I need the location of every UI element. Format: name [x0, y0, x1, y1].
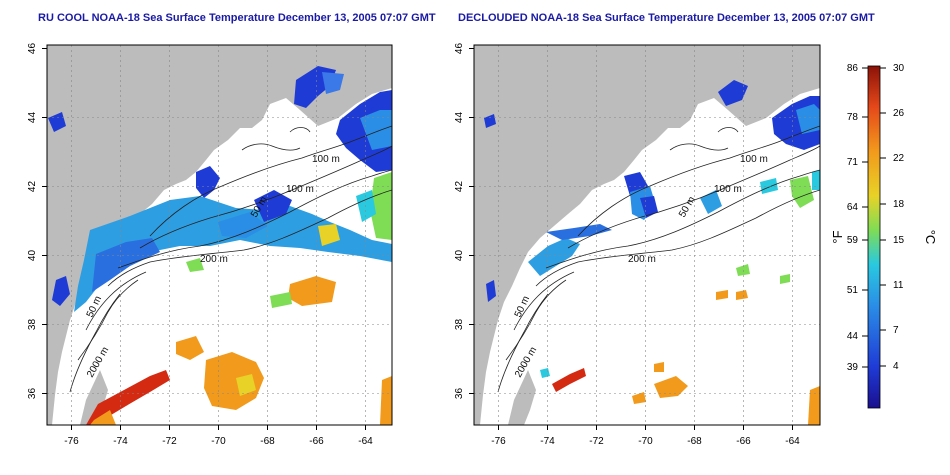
x-tick-label: -74: [540, 436, 555, 447]
y-tick-label: 46: [454, 43, 465, 55]
x-tick-label: -68: [687, 436, 702, 447]
celsius-tick-label: 30: [893, 63, 905, 74]
celsius-tick-label: 15: [893, 235, 905, 246]
y-tick-label: 46: [27, 43, 38, 55]
y-axis-ticks: [469, 48, 474, 394]
y-tick-label: 36: [27, 388, 38, 400]
y-tick-label: 44: [454, 112, 465, 124]
y-tick-label: 40: [454, 250, 465, 262]
fahrenheit-tick-label: 64: [847, 202, 859, 213]
x-tick-label: -68: [260, 436, 275, 447]
fahrenheit-unit-label: °F: [830, 230, 845, 243]
x-tick-label: -74: [113, 436, 128, 447]
x-tick-label: -76: [64, 436, 79, 447]
x-tick-label: -72: [589, 436, 604, 447]
land-mass: [47, 45, 392, 425]
celsius-tick-label: 4: [893, 361, 899, 372]
fahrenheit-tick-label: 39: [847, 362, 859, 373]
x-tick-label: -76: [491, 436, 506, 447]
celsius-unit-label: °C: [923, 230, 938, 245]
fahrenheit-tick-label: 71: [847, 157, 859, 168]
fahrenheit-labels: 86 78 71 64 59 51 44 39: [847, 63, 859, 373]
left-map-title: RU COOL NOAA-18 Sea Surface Temperature …: [38, 12, 436, 24]
depth-label: 200 m: [628, 254, 656, 265]
y-tick-label: 36: [454, 388, 465, 400]
depth-label: 200 m: [200, 254, 228, 265]
celsius-tick-label: 7: [893, 325, 899, 336]
fahrenheit-tick-label: 59: [847, 235, 859, 246]
y-tick-label: 44: [27, 112, 38, 124]
x-tick-label: -64: [358, 436, 373, 447]
celsius-tick-label: 18: [893, 199, 905, 210]
lat-lon-grid: [474, 45, 820, 425]
celsius-tick-label: 11: [893, 280, 904, 291]
sst-warm-patches: [540, 170, 820, 425]
depth-label: 100 m: [740, 154, 768, 165]
fahrenheit-tick-label: 44: [847, 331, 859, 342]
y-tick-label: 38: [27, 319, 38, 331]
colorbar-gradient: [867, 65, 881, 409]
depth-label: 100 m: [714, 184, 742, 195]
right-map-title: DECLOUDED NOAA-18 Sea Surface Temperatur…: [458, 12, 875, 24]
depth-label: 100 m: [286, 184, 314, 195]
bathymetry-contours: [497, 125, 820, 393]
land-mass: [474, 45, 820, 425]
y-axis-labels: 46 44 42 40 38 36: [27, 43, 38, 400]
fahrenheit-tick-label: 78: [847, 112, 859, 123]
depth-label: 100 m: [312, 154, 340, 165]
y-axis-ticks: [42, 48, 47, 394]
x-axis-ticks: [71, 425, 366, 430]
celsius-tick-label: 22: [893, 153, 905, 164]
celsius-tick-label: 26: [893, 108, 905, 119]
x-tick-label: -66: [736, 436, 751, 447]
x-tick-label: -70: [211, 436, 226, 447]
y-tick-label: 40: [27, 250, 38, 262]
y-tick-label: 38: [454, 319, 465, 331]
sst-warm-patches: [86, 172, 392, 425]
y-tick-label: 42: [27, 181, 38, 193]
x-axis-labels: -76 -74 -72 -70 -68 -66 -64: [64, 436, 373, 447]
x-axis-labels: -76 -74 -72 -70 -68 -66 -64: [491, 436, 800, 447]
x-tick-label: -72: [162, 436, 177, 447]
lat-lon-grid: [47, 45, 392, 425]
celsius-labels: 30 26 22 18 15 11 7 4: [893, 63, 905, 372]
celsius-ticks: [880, 67, 886, 367]
y-axis-labels: 46 44 42 40 38 36: [454, 43, 465, 400]
x-tick-label: -66: [309, 436, 324, 447]
x-axis-ticks: [498, 425, 793, 430]
x-tick-label: -70: [638, 436, 653, 447]
y-tick-label: 42: [454, 181, 465, 193]
sst-coldwater-patches: [484, 80, 820, 302]
fahrenheit-tick-label: 51: [847, 285, 859, 296]
fahrenheit-ticks: [862, 67, 868, 368]
x-tick-label: -64: [785, 436, 800, 447]
fahrenheit-tick-label: 86: [847, 63, 859, 74]
